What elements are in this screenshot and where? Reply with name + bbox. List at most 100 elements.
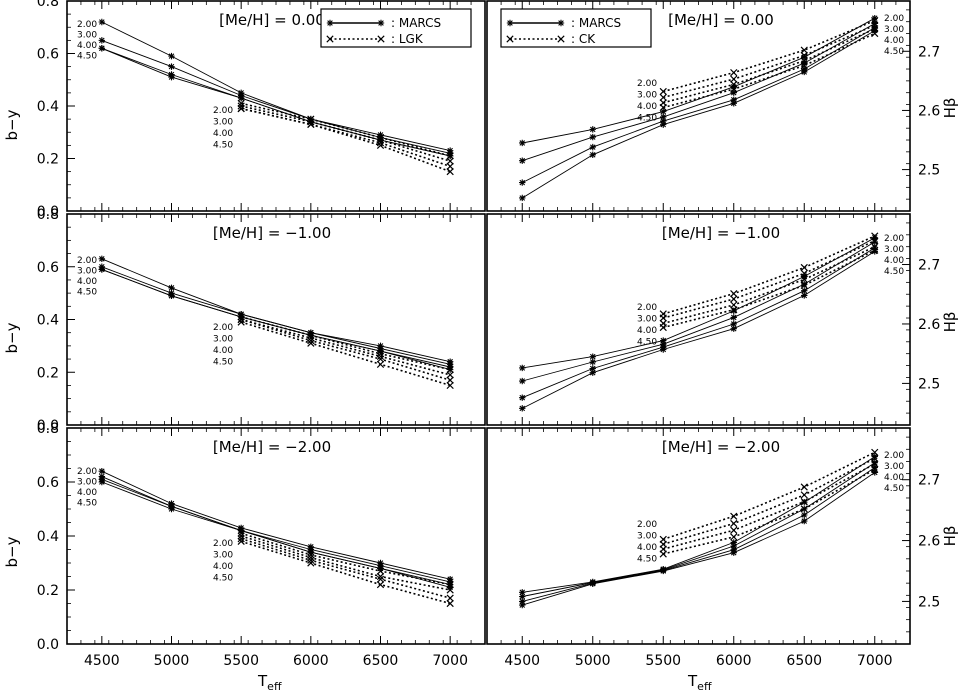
data-point [730, 83, 737, 90]
data-point [519, 377, 526, 385]
data-point [377, 565, 384, 572]
panel-right-top: 2.52.62.7[Me/H] = 0.00 2.003.004.004.502.… [486, 0, 940, 212]
legend-frame [500, 8, 652, 48]
data-point [519, 139, 526, 147]
x-tick-label: 5000 [154, 653, 190, 669]
x-tick-label: 4500 [84, 653, 120, 669]
data-point [376, 352, 385, 361]
gravity-label: 4.50 [213, 141, 233, 151]
data-point [98, 37, 106, 44]
data-point [589, 151, 596, 159]
data-point [376, 139, 385, 147]
data-point [168, 292, 175, 299]
data-point [446, 381, 454, 390]
data-point [307, 334, 315, 342]
gravity-label: 4.00 [637, 102, 657, 112]
data-point [730, 100, 737, 107]
series-line [101, 476, 451, 583]
series-marcs-logg-4-50 [98, 266, 454, 373]
y-tick-label: 0.4 [37, 529, 59, 545]
series-line [101, 47, 451, 157]
series-line [240, 535, 451, 591]
series-line [101, 268, 451, 371]
x-axis-title: Teff [257, 672, 282, 693]
series-line [663, 32, 876, 109]
data-point [871, 454, 879, 463]
x-tick-label: 5500 [223, 653, 259, 669]
data-point [237, 529, 245, 537]
series-ck-logg-4-50 [659, 29, 879, 112]
series-line [240, 540, 451, 605]
gravity-label: 4.00 [213, 562, 233, 572]
data-point [730, 89, 737, 96]
x-axis-title-main: T [257, 672, 268, 690]
legend-dotted-label: : CK [571, 32, 596, 46]
data-point [237, 99, 245, 107]
series-line [101, 481, 451, 588]
y-tick-label: 0.4 [37, 313, 59, 329]
x-tick-label: 6500 [363, 653, 399, 669]
series-marcs-logg-4-00 [98, 476, 454, 588]
data-point [376, 141, 385, 149]
gravity-label: 2.00 [884, 14, 904, 24]
series-line [101, 470, 451, 580]
gravity-label: 3.00 [884, 25, 904, 35]
series-line [240, 316, 451, 371]
data-point [168, 73, 175, 81]
y-tick-label: 2.5 [918, 376, 940, 392]
y-tick-label: 0.2 [37, 365, 59, 381]
data-point [589, 353, 596, 360]
series-line [663, 457, 876, 545]
data-point [237, 105, 245, 113]
data-point [237, 532, 245, 540]
data-point [237, 537, 245, 546]
legend-dotted-label: : LGK [391, 32, 424, 46]
data-point [446, 580, 454, 589]
gravity-label: 2.00 [213, 539, 233, 549]
data-point [446, 594, 454, 602]
y-tick-label: 0.6 [37, 47, 59, 63]
panel-frame [66, 427, 486, 645]
series-line [522, 247, 876, 399]
data-point [800, 263, 808, 272]
gravity-label: 4.50 [637, 555, 657, 565]
gravity-label: 2.00 [213, 323, 233, 333]
series-lgk-logg-4-50 [237, 537, 454, 608]
data-point [659, 550, 667, 558]
data-point [730, 295, 738, 303]
data-point [801, 280, 808, 288]
data-point [519, 394, 526, 401]
data-point [659, 93, 667, 102]
gravity-label: 3.00 [213, 335, 233, 345]
y-tick-label: 0.8 [37, 421, 59, 437]
series-line [101, 21, 451, 152]
data-point [446, 365, 454, 374]
data-point [730, 85, 738, 93]
data-point [446, 168, 454, 176]
x-tick-label: 7000 [432, 653, 468, 669]
gravity-label: 2.00 [884, 234, 904, 244]
data-point [660, 117, 667, 125]
y-tick-label: 2.7 [918, 44, 940, 60]
legend-solid-label: : MARCS [391, 16, 441, 30]
data-point [871, 248, 878, 255]
series-line [522, 467, 876, 602]
data-point [730, 519, 738, 528]
legend-marker [506, 19, 514, 27]
gravity-label: 4.50 [213, 358, 233, 368]
gravity-label: 4.50 [884, 484, 904, 494]
series-line [663, 463, 876, 550]
series-marcs-logg-4-50 [519, 27, 878, 202]
data-point [307, 339, 315, 347]
data-point [800, 505, 808, 513]
data-point [871, 244, 878, 252]
data-point [660, 567, 667, 575]
series-line [522, 23, 876, 162]
series-ck-logg-4-00 [659, 243, 879, 327]
data-point [871, 14, 878, 22]
data-point [800, 491, 808, 499]
data-point [98, 468, 106, 475]
data-point [871, 237, 879, 245]
gravity-label: 2.00 [77, 20, 97, 30]
data-point [237, 94, 245, 102]
